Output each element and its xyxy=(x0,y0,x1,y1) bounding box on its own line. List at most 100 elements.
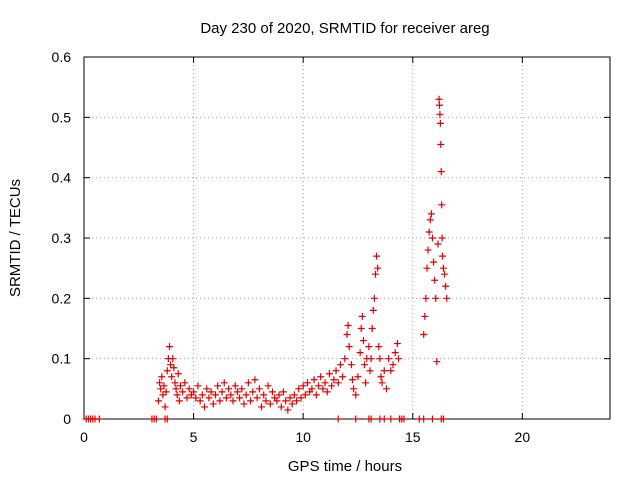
data-point xyxy=(231,382,239,390)
data-point xyxy=(198,391,206,399)
data-point xyxy=(156,379,164,387)
data-point xyxy=(422,294,430,302)
data-point xyxy=(420,415,428,423)
data-point xyxy=(400,415,408,423)
data-point xyxy=(282,397,290,405)
data-point xyxy=(220,379,228,387)
data-point xyxy=(174,370,182,378)
data-point xyxy=(275,391,283,399)
data-point xyxy=(395,355,403,363)
data-point xyxy=(171,379,179,387)
data-point xyxy=(266,400,274,408)
data-point xyxy=(288,400,296,408)
data-point xyxy=(172,385,180,393)
y-tick-label: 0 xyxy=(63,411,71,427)
data-point xyxy=(352,391,360,399)
data-point xyxy=(295,385,303,393)
data-point xyxy=(336,361,344,369)
data-point xyxy=(157,385,165,393)
data-point xyxy=(441,270,449,278)
data-point xyxy=(367,415,375,423)
data-point xyxy=(181,379,189,387)
data-point xyxy=(273,397,281,405)
data-point xyxy=(437,168,445,176)
x-tick-label: 0 xyxy=(80,429,88,445)
data-point xyxy=(255,385,263,393)
data-point xyxy=(167,361,175,369)
x-axis-label: GPS time / hours xyxy=(288,458,402,475)
data-point xyxy=(163,367,171,375)
data-point xyxy=(209,400,217,408)
data-point xyxy=(391,349,399,357)
data-point xyxy=(160,382,168,390)
data-point xyxy=(227,391,235,399)
data-point xyxy=(158,373,166,381)
data-point xyxy=(183,394,191,402)
data-point xyxy=(377,373,385,381)
data-point xyxy=(325,370,333,378)
data-point xyxy=(348,376,356,384)
data-point xyxy=(277,403,285,411)
data-point xyxy=(201,403,209,411)
data-point xyxy=(366,367,374,375)
data-point xyxy=(361,361,369,369)
data-point xyxy=(161,403,169,411)
y-tick-label: 0.1 xyxy=(52,351,72,367)
data-point xyxy=(225,385,233,393)
data-point xyxy=(268,388,276,396)
data-point xyxy=(233,388,241,396)
data-point xyxy=(264,382,272,390)
data-points xyxy=(82,95,451,423)
data-point xyxy=(431,276,439,284)
data-point xyxy=(347,361,355,369)
data-point xyxy=(236,394,244,402)
data-point xyxy=(443,294,451,302)
data-point xyxy=(196,397,204,405)
data-point xyxy=(432,294,440,302)
x-tick-label: 5 xyxy=(190,429,198,445)
data-point xyxy=(356,349,364,357)
data-point xyxy=(249,388,257,396)
data-point xyxy=(218,388,226,396)
data-point xyxy=(433,358,441,366)
data-point xyxy=(343,331,351,339)
data-point xyxy=(380,415,388,423)
data-point xyxy=(427,210,435,218)
data-point xyxy=(262,397,270,405)
data-point xyxy=(344,321,352,329)
data-point xyxy=(328,382,336,390)
y-tick-label: 0.5 xyxy=(52,109,72,125)
data-point xyxy=(284,406,292,414)
data-point xyxy=(258,403,266,411)
data-point xyxy=(253,394,261,402)
y-tick-label: 0.2 xyxy=(52,290,72,306)
data-point xyxy=(321,379,329,387)
axes: 0 5 10 15 20 0 0.1 0.2 0.3 0.4 0.5 0.6 xyxy=(52,49,610,445)
data-point xyxy=(352,415,360,423)
data-point xyxy=(175,397,183,405)
data-point xyxy=(382,385,390,393)
data-point xyxy=(207,388,215,396)
data-point xyxy=(385,355,393,363)
data-point xyxy=(435,101,443,109)
data-point xyxy=(216,397,224,405)
data-point xyxy=(369,306,377,314)
data-point xyxy=(176,382,184,390)
data-point xyxy=(378,379,386,387)
y-axis-label: SRMTID / TECUs xyxy=(7,179,24,297)
chart-title: Day 230 of 2020, SRMTID for receiver are… xyxy=(200,20,489,37)
data-point xyxy=(192,394,200,402)
x-tick-label: 15 xyxy=(405,429,421,445)
y-tick-label: 0.6 xyxy=(52,49,72,65)
data-point xyxy=(205,394,213,402)
data-point xyxy=(297,394,305,402)
data-point xyxy=(436,110,444,118)
data-point xyxy=(319,385,327,393)
data-point xyxy=(332,367,340,375)
data-point xyxy=(169,355,177,363)
data-point xyxy=(438,234,446,242)
data-point xyxy=(368,325,376,332)
data-point xyxy=(371,270,379,278)
data-point xyxy=(304,379,312,387)
data-point xyxy=(152,415,160,423)
